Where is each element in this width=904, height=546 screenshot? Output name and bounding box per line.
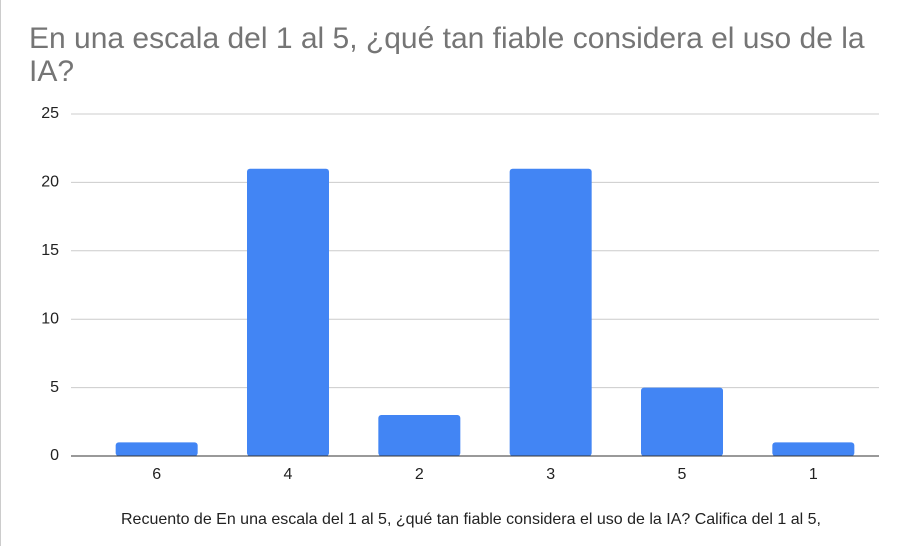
bar: [509, 168, 592, 456]
x-tick-label: 4: [284, 466, 293, 483]
bar: [641, 387, 723, 456]
x-tick-label: 5: [678, 466, 687, 483]
x-tick-label: 6: [152, 466, 161, 483]
y-tick-label: 15: [41, 242, 59, 259]
bar: [772, 442, 855, 456]
chart-title: En una escala del 1 al 5, ¿qué tan fiabl…: [29, 22, 865, 88]
x-axis-label: Recuento de En una escala del 1 al 5, ¿q…: [121, 511, 821, 528]
y-tick-label: 5: [50, 379, 59, 396]
y-tick-label: 20: [41, 174, 59, 191]
y-tick-label: 10: [41, 310, 59, 327]
x-tick-label: 3: [546, 466, 555, 483]
y-tick-label: 0: [50, 447, 59, 464]
y-tick-label: 25: [41, 105, 59, 122]
x-tick-label: 1: [809, 466, 818, 483]
x-tick-label: 2: [415, 466, 424, 483]
bar: [378, 414, 461, 456]
bar: [115, 442, 198, 456]
bar: [247, 168, 329, 456]
